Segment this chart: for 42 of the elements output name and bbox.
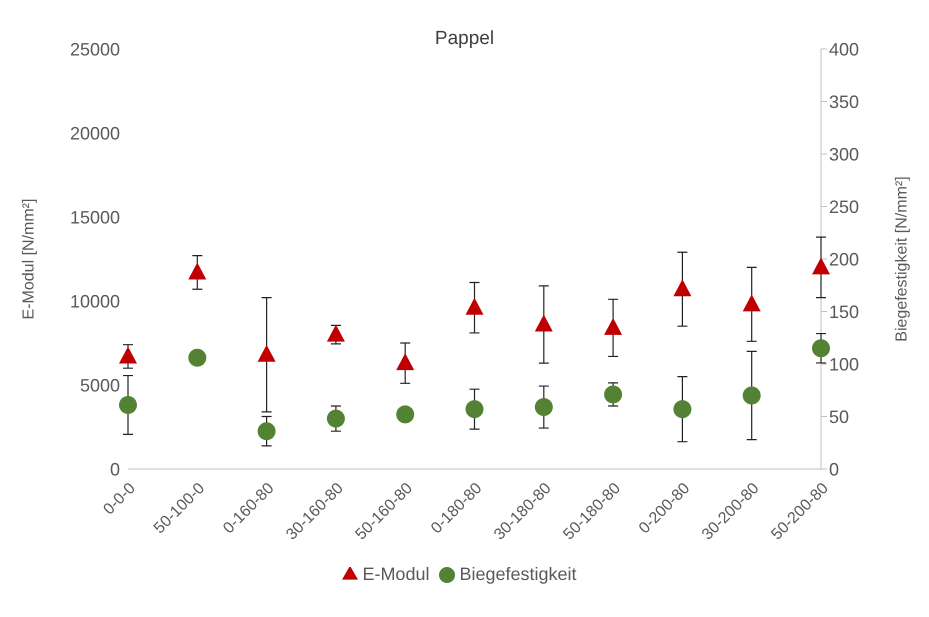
point [534,398,553,416]
point [466,400,484,418]
y-axis-title: E-Modul [N/mm²] [20,198,38,320]
point [188,262,206,280]
point [673,400,692,418]
legend-label: Biegefestigkeit [459,564,577,584]
point [673,279,692,296]
point [396,405,414,424]
point [466,298,484,315]
y2-tick-label: 400 [829,39,860,60]
y-tick-label: 25000 [70,39,120,60]
point [326,324,345,342]
y2-tick-label: 50 [829,406,850,427]
legend-label: E-Modul [362,564,430,584]
point [604,318,622,335]
y-tick-label: 5000 [80,375,120,396]
point [812,339,830,358]
y2-tick-label: 200 [829,249,860,270]
point [742,294,761,312]
y-tick-label: 20000 [70,123,120,144]
y2-tick-label: 0 [829,459,840,480]
point [258,344,276,362]
point [604,385,622,404]
point [326,410,345,428]
point [534,314,553,332]
point [119,396,137,414]
point [812,257,830,274]
y-tick-label: 10000 [70,291,120,312]
point [742,386,761,404]
y2-tick-label: 100 [829,354,860,374]
y2-tick-label: 250 [829,196,860,217]
y2-axis-title: Biegefestigkeit [N/mm²] [894,176,911,342]
point [188,348,206,367]
y2-tick-label: 150 [829,302,860,322]
point [258,422,276,440]
y2-tick-label: 350 [829,92,860,112]
y2-tick-label: 300 [829,144,860,164]
point [119,346,137,364]
y-tick-label: 15000 [70,207,120,228]
y-tick-label: 0 [110,459,120,480]
chart-title: Pappel [434,28,496,50]
point [396,353,414,370]
